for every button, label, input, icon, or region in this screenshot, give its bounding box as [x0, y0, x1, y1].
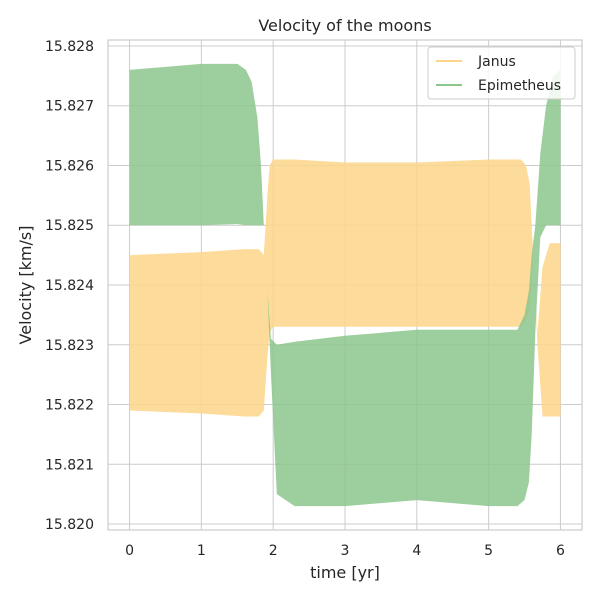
- series-areas: [129, 63, 561, 507]
- x-tick-labels: 0 1 2 3 4 5 6: [125, 543, 565, 559]
- y-tick-label: 15.820: [45, 517, 94, 533]
- x-tick-label: 3: [341, 543, 350, 559]
- x-tick-label: 0: [125, 543, 134, 559]
- x-tick-label: 6: [556, 543, 565, 559]
- y-tick-label: 15.826: [45, 158, 94, 174]
- y-tick-label: 15.827: [45, 99, 94, 115]
- y-tick-label: 15.823: [45, 338, 94, 354]
- y-tick-label: 15.821: [45, 457, 94, 473]
- y-axis-label: Velocity [km/s]: [16, 226, 35, 345]
- chart-title: Velocity of the moons: [258, 16, 431, 35]
- x-tick-label: 5: [484, 543, 493, 559]
- series-band-epimetheus: [129, 63, 561, 507]
- legend-label-janus: Janus: [477, 54, 516, 70]
- y-tick-labels: 15.820 15.821 15.822 15.823 15.824 15.825 15.8…: [45, 39, 94, 533]
- legend: Janus Epimetheus: [427, 46, 576, 100]
- series-band-janus: [129, 159, 561, 417]
- legend-label-epimetheus: Epimetheus: [478, 78, 561, 94]
- x-tick-label: 2: [269, 543, 278, 559]
- x-axis-label: time [yr]: [310, 563, 380, 582]
- y-tick-label: 15.828: [45, 39, 94, 55]
- x-tick-label: 4: [412, 543, 421, 559]
- plot-frame: [107, 39, 583, 531]
- x-tick-label: 1: [197, 543, 206, 559]
- y-tick-label: 15.825: [45, 218, 94, 234]
- y-tick-label: 15.822: [45, 398, 94, 414]
- y-tick-label: 15.824: [45, 278, 94, 294]
- legend-box: [427, 46, 576, 100]
